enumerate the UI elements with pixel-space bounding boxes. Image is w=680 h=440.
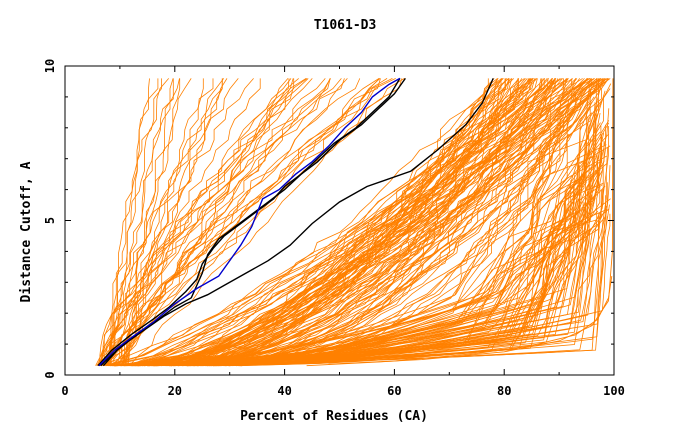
x-tick-label: 80 [497,384,511,398]
series-line [210,198,579,367]
series-line [127,154,598,367]
series-line [167,78,495,367]
series-line [141,78,538,367]
series-line [173,78,595,367]
series-line [98,78,557,367]
series-line [98,78,254,366]
series-line [207,78,504,367]
axis-ticks: 0 20 40 60 80 100 0 5 10 [43,59,625,398]
x-tick-label: 60 [387,384,401,398]
series-line [124,78,292,366]
series-line [197,78,561,367]
series-line [115,78,544,367]
series-line [186,138,592,367]
y-tick-label: 0 [43,371,57,378]
series-line [131,78,519,367]
series-line [95,78,345,366]
series-line [128,78,510,367]
series-line [120,78,228,366]
x-tick-label: 100 [603,384,625,398]
series-line [154,78,598,367]
series-line [127,78,583,367]
series-line [122,78,361,366]
series-line [203,78,504,367]
highlight-series-line [102,78,401,367]
series-line [108,78,326,366]
series-line [156,96,604,367]
series-line [142,169,604,367]
series-line [105,78,192,366]
series-line [106,78,159,366]
series-line [125,78,331,366]
series-line [328,78,614,365]
y-axis-label: Distance Cutoff, A [19,161,34,302]
series-line [106,78,499,367]
series-line [115,78,553,367]
highlight-series-line [100,78,494,367]
series-line [171,78,573,367]
series-line [306,276,613,367]
series-line [116,78,204,366]
series-line [197,78,578,367]
series-line [134,78,556,367]
y-tick-label: 5 [43,217,57,224]
x-tick-label: 0 [61,384,68,398]
y-tick-label: 10 [43,59,57,73]
series-line [124,78,342,366]
series-line [149,78,556,367]
series-line [97,78,214,367]
x-tick-label: 20 [168,384,182,398]
x-tick-label: 40 [277,384,291,398]
x-axis-label: Percent of Residues (CA) [240,409,428,424]
series-line [130,78,528,367]
series-line [115,124,606,367]
series-line [177,78,604,367]
series-line [142,78,538,367]
series-line [125,78,611,367]
highlight-series-line [98,77,401,367]
series-line [104,78,380,366]
series-line [119,126,609,367]
series-line [112,78,381,366]
series-line [127,78,180,366]
series-line [109,78,150,366]
series-line [213,163,608,367]
series-line [106,78,553,367]
series-line [179,78,533,367]
series-line [106,78,331,366]
series-line [218,212,600,367]
series-line [100,78,295,366]
series-line [135,78,569,367]
series-line [108,78,299,366]
series-line [105,78,553,367]
chart-title: T1061-D3 [314,18,377,33]
series-line [171,78,545,367]
series-line [212,180,572,367]
series-line [110,78,381,367]
series-line [189,78,577,367]
highlight-curves [97,77,494,367]
series-line [216,113,597,367]
series-line [107,78,181,366]
series-line [127,78,239,366]
series-line [107,78,388,366]
series-line [150,78,597,367]
bulk-curves [95,78,614,367]
series-line [190,120,610,367]
series-line [130,140,605,367]
series-line [99,78,308,366]
series-line [238,204,610,367]
series-line [107,78,162,366]
series-line [186,198,596,367]
series-line [170,78,573,367]
series-line [170,78,542,367]
series-line [171,81,591,367]
series-line [147,175,575,367]
series-line [111,78,331,366]
